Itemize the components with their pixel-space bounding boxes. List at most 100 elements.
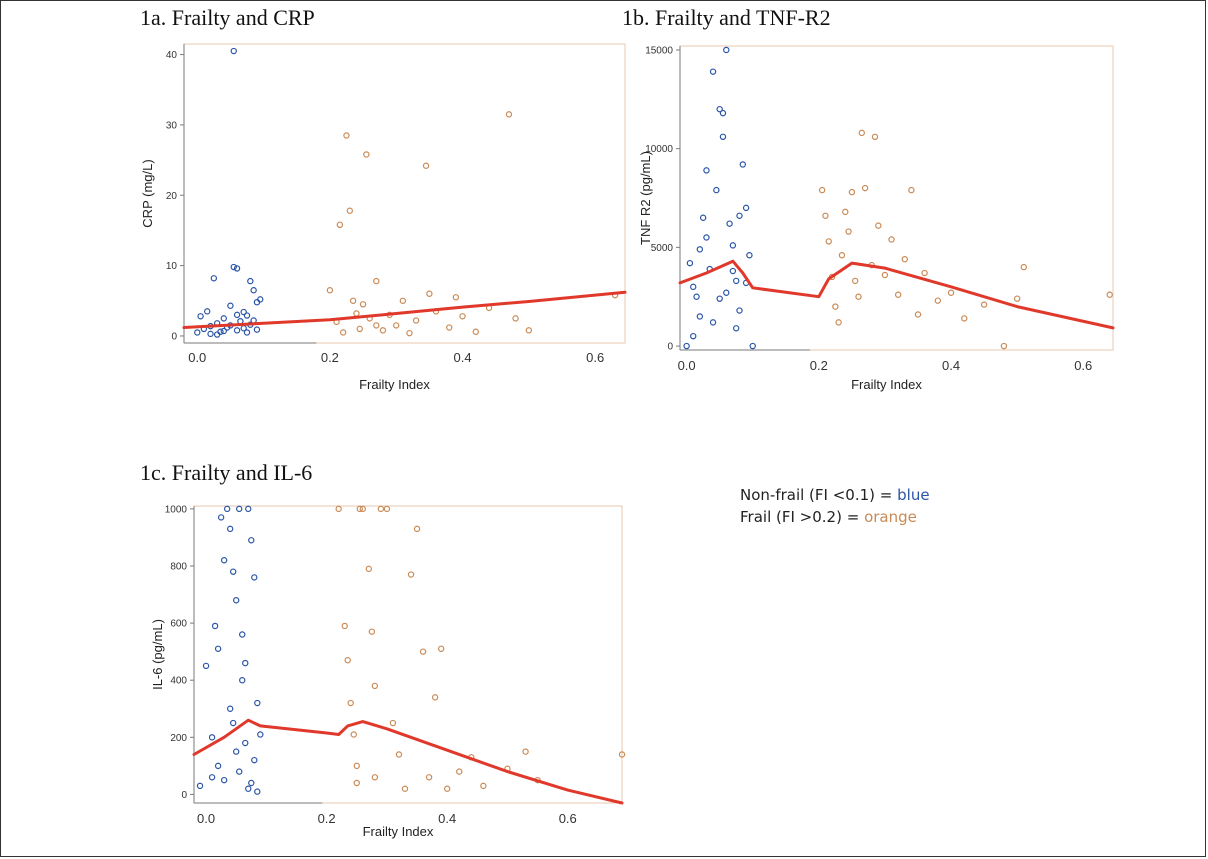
data-point-blue <box>736 307 743 314</box>
data-point-blue <box>214 645 222 652</box>
data-point-orange <box>359 301 367 308</box>
data-point-blue <box>719 133 727 141</box>
data-point-orange <box>443 785 451 792</box>
x-tick-label: 0.4 <box>438 811 456 826</box>
data-point-orange <box>914 311 922 318</box>
data-point-orange <box>446 324 453 331</box>
y-tick-label: 10000 <box>645 144 673 155</box>
y-tick-label: 200 <box>170 733 187 744</box>
x-axis-label: Frailty Index <box>359 377 430 392</box>
data-point-orange <box>861 184 869 192</box>
data-point-blue <box>726 220 733 227</box>
data-point-orange <box>901 255 908 263</box>
data-point-blue <box>232 748 240 755</box>
data-point-blue <box>245 505 252 513</box>
data-point-orange <box>343 132 350 139</box>
data-point-orange <box>407 571 415 578</box>
data-point-orange <box>341 622 348 630</box>
data-point-blue <box>236 768 243 775</box>
data-point-blue <box>723 46 730 54</box>
data-point-orange <box>426 290 433 297</box>
data-point-orange <box>888 236 895 243</box>
data-point-orange <box>339 329 347 336</box>
data-point-blue <box>236 505 243 513</box>
y-tick-label: 600 <box>170 619 187 630</box>
y-tick-label: 800 <box>170 561 187 572</box>
data-point-orange <box>365 565 373 573</box>
data-point-orange <box>377 505 385 513</box>
data-point-blue <box>254 699 261 707</box>
x-tick-label: 0.2 <box>321 350 339 365</box>
data-point-blue <box>739 161 747 168</box>
data-point-orange <box>399 297 407 304</box>
data-point-blue <box>229 719 237 727</box>
plot-area <box>193 505 623 804</box>
data-point-blue <box>223 505 231 513</box>
data-point-orange <box>452 294 460 301</box>
data-point-blue <box>729 242 737 249</box>
data-point-blue <box>204 308 211 315</box>
data-point-blue <box>709 68 717 75</box>
data-point-blue <box>227 302 234 309</box>
legend-nonfrail-label: Non-frail (FI <0.1) = <box>740 486 898 504</box>
data-point-orange <box>1013 295 1021 302</box>
data-point-orange <box>389 719 397 727</box>
data-point-blue <box>716 295 723 302</box>
data-point-orange <box>525 327 533 334</box>
data-point-blue <box>686 259 694 267</box>
data-point-blue <box>248 537 255 544</box>
plot-area <box>679 45 1114 351</box>
data-point-orange <box>456 768 463 775</box>
x-tick-label: 0.4 <box>453 350 471 365</box>
data-point-blue <box>220 315 227 322</box>
data-point-blue <box>693 293 700 300</box>
data-point-blue <box>207 330 214 338</box>
data-point-orange <box>413 525 421 533</box>
data-point-orange <box>512 315 519 322</box>
data-point-orange <box>425 774 433 781</box>
data-point-blue <box>713 186 720 194</box>
data-point-orange <box>368 628 376 635</box>
data-point-orange <box>908 186 915 194</box>
data-point-orange <box>373 277 380 285</box>
x-tick-label: 0.6 <box>1074 358 1092 373</box>
y-tick-label: 5000 <box>651 243 674 254</box>
panel-title-tnfr2: 1b. Frailty and TNF-R2 <box>622 5 831 30</box>
data-point-blue <box>732 277 740 285</box>
data-point-orange <box>459 313 466 320</box>
data-point-blue <box>247 277 254 285</box>
x-tick-label: 0.2 <box>318 811 336 826</box>
data-point-blue <box>240 308 247 316</box>
data-point-orange <box>947 289 955 296</box>
data-point-orange <box>412 317 420 324</box>
data-point-orange <box>437 645 445 652</box>
data-point-orange <box>363 151 370 158</box>
data-point-blue <box>233 327 241 334</box>
data-point-orange <box>371 774 379 781</box>
data-point-orange <box>822 212 829 219</box>
y-tick-label: 400 <box>170 676 187 687</box>
data-point-blue <box>709 319 717 326</box>
y-axis-label: TNF R2 (pg/mL) <box>638 151 653 245</box>
data-point-orange <box>350 731 357 738</box>
y-tick-label: 15000 <box>645 45 673 56</box>
x-tick-label: 0.4 <box>942 358 960 373</box>
legend: Non-frail (FI <0.1) = blue Frail (FI >0.… <box>740 484 930 528</box>
data-point-blue <box>232 597 240 604</box>
data-point-blue <box>736 212 743 219</box>
data-point-blue <box>699 214 707 221</box>
x-tick-label: 0.2 <box>810 358 828 373</box>
data-point-blue <box>243 312 251 319</box>
y-tick-label: 30 <box>166 120 178 131</box>
x-tick-label: 0.0 <box>188 350 206 365</box>
x-tick-label: 0.6 <box>559 811 577 826</box>
data-point-blue <box>213 331 221 338</box>
data-point-orange <box>875 222 882 229</box>
data-point-orange <box>373 322 380 329</box>
data-point-blue <box>214 762 222 770</box>
data-point-blue <box>217 514 225 521</box>
legend-frail-color-word: orange <box>864 508 917 526</box>
data-point-blue <box>220 557 228 564</box>
data-point-orange <box>522 748 529 755</box>
data-point-blue <box>220 327 227 335</box>
